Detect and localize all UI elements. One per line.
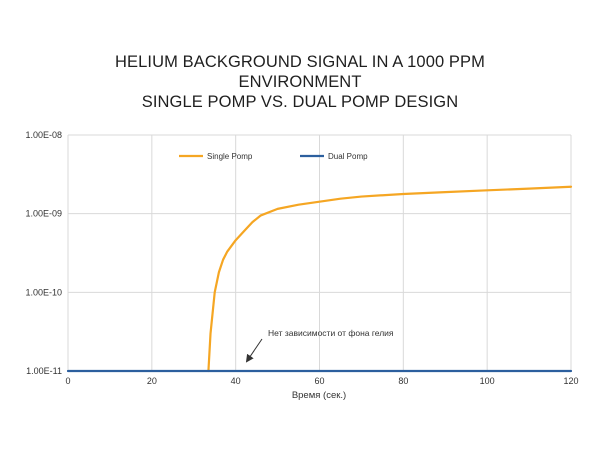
y-tick-label: 1.00E-11	[26, 366, 62, 376]
annotation-arrow	[245, 338, 263, 363]
chart-title-line-2: ENVIRONMENT	[238, 73, 362, 91]
annotations: Нет зависимости от фона гелия	[245, 328, 394, 363]
legend-label: Dual Pomp	[328, 152, 368, 161]
x-tick-label: 60	[314, 376, 324, 386]
chart-title-line-3: SINGLE POMP VS. DUAL POMP DESIGN	[141, 93, 459, 111]
x-tick-label: 100	[480, 376, 495, 386]
legend: Single Pomp Dual Pomp	[179, 152, 368, 161]
series	[66, 185, 573, 373]
chart-title: HELIUM BACKGROUND SIGNAL IN A 1000 PPM E…	[0, 52, 600, 112]
y-tick-label: 1.00E-10	[25, 287, 62, 297]
chart-title-line-1: HELIUM BACKGROUND SIGNAL IN A 1000 PPM	[115, 53, 485, 71]
x-tick-label: 40	[231, 376, 241, 386]
legend-label: Single Pomp	[207, 152, 253, 161]
x-tick-label: 120	[563, 376, 578, 386]
x-tick-label: 80	[398, 376, 408, 386]
y-tick-label: 1.00E-09	[25, 209, 62, 219]
x-axis-label: Время (сек.)	[292, 390, 346, 401]
y-tick-label: 1.00E-08	[25, 130, 62, 140]
x-tick-label: 20	[147, 376, 157, 386]
series-line-single-pomp	[207, 185, 573, 373]
x-tick-label: 0	[65, 376, 70, 386]
axes: 0 20 40 60 80 100 120 1.00E-11 1.00E-10 1.00E-09 1…	[25, 130, 578, 386]
annotation-text: Нет зависимости от фона гелия	[268, 328, 394, 338]
